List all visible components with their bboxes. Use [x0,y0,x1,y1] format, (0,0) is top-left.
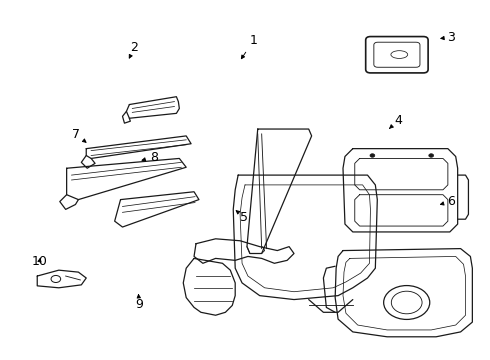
Circle shape [370,154,375,157]
Text: 7: 7 [72,128,86,142]
Text: 9: 9 [135,294,143,311]
Text: 3: 3 [441,31,455,44]
Text: 5: 5 [236,211,248,224]
Circle shape [429,154,434,157]
Text: 4: 4 [390,113,403,128]
Text: 2: 2 [129,41,139,58]
Text: 1: 1 [242,34,258,59]
Text: 8: 8 [142,150,158,163]
Text: 6: 6 [441,195,455,208]
Text: 10: 10 [31,255,48,268]
